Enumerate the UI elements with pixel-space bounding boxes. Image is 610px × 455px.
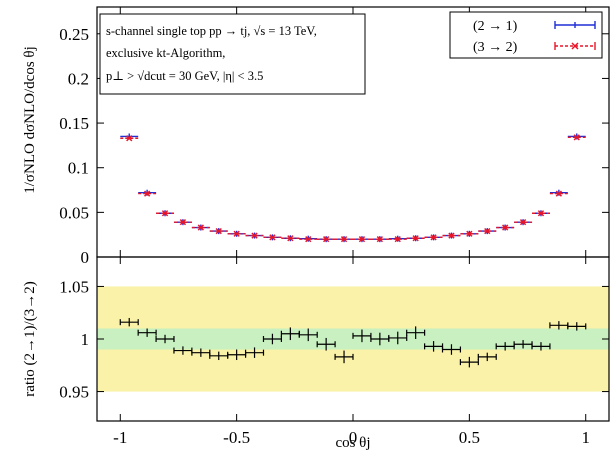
y-tick-label-main: 0.25	[59, 25, 89, 44]
y-tick-label-main: 0.05	[59, 203, 89, 222]
point-3to2	[120, 135, 139, 142]
y-axis-label-ratio-text: ratio (2→1)/(3→2)	[22, 281, 38, 396]
ratio-point	[316, 337, 336, 351]
legend-label-3to2: (3 → 2)	[473, 40, 518, 55]
point-3to2	[191, 224, 210, 231]
ratio-point	[298, 328, 318, 342]
point-3to2	[227, 230, 246, 237]
x-tick-label: 1	[581, 428, 590, 447]
info-box: s-channel single top pp → tj, √s = 13 Te…	[99, 13, 366, 95]
point-3to2	[173, 219, 192, 226]
x-tick-label: -0.5	[223, 428, 250, 447]
y-tick-label-main: 0.15	[59, 114, 89, 133]
ratio-point	[244, 347, 265, 358]
point-3to2	[299, 236, 318, 243]
legend: (2 → 1) (3 → 2)	[449, 11, 603, 59]
legend-label-2to1: (2 → 1)	[473, 19, 518, 34]
ratio-point	[262, 333, 282, 345]
y-axis-label-main: 1/σNLO dσNLO/dcos θj	[22, 46, 38, 194]
ratio-series	[119, 317, 587, 368]
ratio-point	[531, 342, 551, 351]
point-3to2	[335, 236, 353, 243]
point-3to2	[532, 210, 550, 217]
y-tick-label-main: 0.2	[68, 69, 89, 88]
info-box-frame	[99, 13, 366, 95]
y-tick-label-main: 0	[81, 248, 90, 267]
ratio-point	[441, 344, 462, 355]
point-3to2	[549, 190, 568, 197]
point-3to2	[496, 224, 515, 231]
y-tick-label-ratio: 1	[81, 330, 90, 349]
y-tick-label-ratio: 0.95	[59, 383, 89, 402]
y-tick-label-main: 0.1	[68, 159, 89, 178]
point-3to2	[245, 232, 264, 239]
main-series	[120, 133, 586, 243]
ratio-point	[495, 342, 515, 351]
ratio-point	[567, 322, 587, 331]
y-tick-label-ratio: 1.05	[59, 277, 89, 296]
info-line-1: s-channel single top pp → tj, √s = 13 Te…	[106, 24, 317, 38]
point-3to2	[478, 227, 497, 235]
ratio-point	[459, 356, 479, 368]
y-axis-label-main-text: 1/σNLO dσNLO/dcos θj	[22, 46, 38, 194]
ratio-point	[334, 350, 354, 364]
point-3to2	[460, 230, 479, 237]
ratio-point	[155, 334, 175, 344]
legend-sample-2to1	[554, 21, 596, 29]
x-tick-label: 0	[349, 428, 358, 447]
ratio-band-1	[97, 328, 609, 350]
ratio-bands	[97, 286, 609, 392]
x-axis-label: cos θj	[335, 435, 370, 451]
axis-ticks: -1 -0.5 0 0.5 1 0 0.05 0.1 0.15 0.2 0.25 0.95 1 1.05	[59, 7, 609, 447]
point-3to2	[514, 219, 533, 226]
point-3to2	[406, 235, 425, 242]
point-3to2	[388, 236, 407, 243]
point-3to2	[370, 236, 389, 243]
x-tick-label: 0.5	[459, 428, 480, 447]
point-3to2	[209, 227, 228, 235]
point-3to2	[138, 190, 157, 197]
ratio-point	[137, 328, 157, 337]
point-3to2	[156, 210, 174, 217]
ratio-point	[352, 329, 372, 343]
point-3to2	[317, 236, 336, 243]
info-line-2: exclusive kt-Algorithm,	[106, 46, 225, 60]
point-3to2	[567, 134, 586, 141]
legend-sample-3to2	[554, 42, 596, 50]
legend-frame	[449, 11, 603, 59]
point-3to2	[263, 234, 282, 241]
ratio-point	[406, 326, 426, 339]
x-tick-label: -1	[113, 428, 127, 447]
ratio-point	[388, 331, 408, 345]
info-line-3: p⊥ > √dcut = 30 GeV, |η| < 3.5	[106, 69, 263, 83]
point-3to2	[442, 232, 461, 239]
ratio-point	[477, 352, 497, 362]
point-3to2	[281, 235, 300, 242]
point-3to2	[424, 234, 443, 241]
y-axis-label-ratio: ratio (2→1)/(3→2)	[22, 281, 38, 396]
ratio-point	[119, 317, 139, 327]
point-3to2	[353, 236, 371, 243]
